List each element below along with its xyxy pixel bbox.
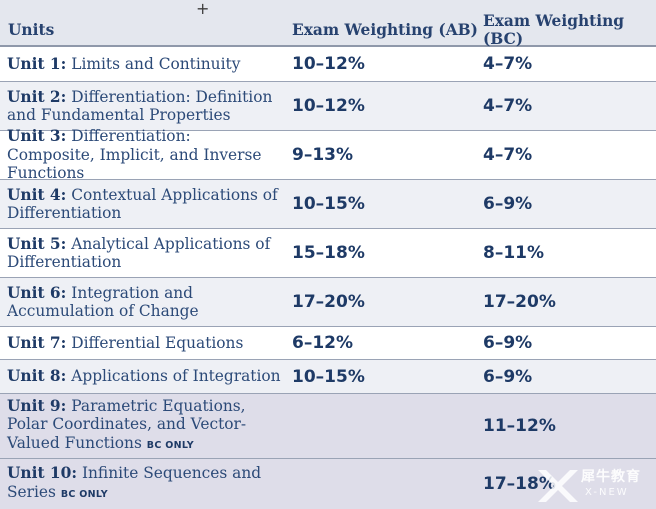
unit-title: Applications of Integration xyxy=(71,367,281,386)
bc-weighting: 11–12% xyxy=(483,416,556,436)
bc-only-tag: BC ONLY xyxy=(60,488,108,500)
unit-cell: Unit 7: Differential Equations xyxy=(7,327,282,359)
bc-weighting: 6–9% xyxy=(483,366,533,387)
table-header: + Units Exam Weighting (AB) Exam Weighti… xyxy=(0,0,656,48)
ab-weighting: 10–12% xyxy=(292,54,365,74)
unit-label: Unit 5: xyxy=(7,234,67,253)
unit-title: Differential Equations xyxy=(71,333,244,352)
bc-weighting: 6–9% xyxy=(483,194,533,214)
bc-only-tag: BC ONLY xyxy=(146,439,194,451)
unit-label: Unit 3: xyxy=(7,127,67,146)
bc-weighting: 17–20% xyxy=(483,292,556,312)
ab-weighting: 9–13% xyxy=(292,145,354,165)
unit-title: Limits and Continuity xyxy=(71,54,241,73)
unit-label: Unit 4: xyxy=(7,185,67,204)
unit-cell: Unit 5: Analytical Applications of Diffe… xyxy=(7,229,282,277)
unit-title: Integration and Accumulation of Change xyxy=(7,283,199,321)
bc-weighting: 4–7% xyxy=(483,96,533,116)
table-row: Unit 7: Differential Equations 6–12% 6–9… xyxy=(0,327,656,360)
header-ab-weighting: Exam Weighting (AB) xyxy=(292,20,478,39)
unit-title: Parametric Equations, Polar Coordinates,… xyxy=(7,396,247,452)
table-row: Unit 9: Parametric Equations, Polar Coor… xyxy=(0,394,656,459)
bc-weighting: 6–9% xyxy=(483,333,533,353)
unit-cell: Unit 8: Applications of Integration xyxy=(7,360,282,393)
unit-title: Differentiation: Definition and Fundamen… xyxy=(7,87,273,125)
ab-weighting: 17–20% xyxy=(292,292,365,312)
unit-cell: Unit 2: Differentiation: Definition and … xyxy=(7,82,282,130)
ab-weighting: 10–15% xyxy=(292,194,365,214)
unit-title: Contextual Applications of Differentiati… xyxy=(7,185,278,223)
xnew-logo-icon xyxy=(538,470,578,502)
table-row: Unit 1: Limits and Continuity 10–12% 4–7… xyxy=(0,47,656,82)
unit-label: Unit 1: xyxy=(7,54,67,73)
plus-cursor-icon: + xyxy=(196,0,210,18)
ab-weighting xyxy=(292,459,472,509)
unit-cell: Unit 10: Infinite Sequences and Series B… xyxy=(7,459,282,509)
bc-weighting: 8–11% xyxy=(483,243,545,263)
header-units: Units xyxy=(8,20,55,39)
bc-weighting: 4–7% xyxy=(483,145,533,165)
header-bc-weighting: Exam Weighting (BC) xyxy=(483,11,625,48)
table-row: Unit 5: Analytical Applications of Diffe… xyxy=(0,229,656,278)
unit-cell: Unit 1: Limits and Continuity xyxy=(7,47,282,81)
unit-title: Differentiation: Composite, Implicit, an… xyxy=(7,127,262,183)
ab-weighting: 15–18% xyxy=(292,243,365,263)
table-row: Unit 8: Applications of Integration 10–1… xyxy=(0,360,656,394)
unit-title: Analytical Applications of Differentiati… xyxy=(7,234,271,272)
ab-weighting: 10–15% xyxy=(292,366,365,387)
unit-label: Unit 8: xyxy=(7,367,67,386)
unit-cell: Unit 6: Integration and Accumulation of … xyxy=(7,278,282,326)
table-row: Unit 4: Contextual Applications of Diffe… xyxy=(0,180,656,229)
watermark-en: X-NEW xyxy=(585,487,629,498)
unit-cell: Unit 4: Contextual Applications of Diffe… xyxy=(7,180,282,228)
unit-cell: Unit 3: Differentiation: Composite, Impl… xyxy=(7,127,282,182)
watermark-cn: 犀牛教育 xyxy=(581,469,641,485)
unit-label: Unit 2: xyxy=(7,87,67,106)
bc-weighting: 4–7% xyxy=(483,54,533,74)
ab-weighting: 10–12% xyxy=(292,96,365,116)
unit-label: Unit 7: xyxy=(7,333,67,352)
bc-weighting: 17–18% xyxy=(483,474,556,494)
table-row: Unit 6: Integration and Accumulation of … xyxy=(0,278,656,327)
ab-weighting: 6–12% xyxy=(292,333,354,353)
unit-cell: Unit 9: Parametric Equations, Polar Coor… xyxy=(7,394,282,458)
ab-weighting xyxy=(292,394,472,458)
unit-title: Infinite Sequences and Series xyxy=(7,464,262,501)
table-row: Unit 3: Differentiation: Composite, Impl… xyxy=(0,127,656,182)
unit-label: Unit 10: xyxy=(7,464,78,482)
table-row: Unit 2: Differentiation: Definition and … xyxy=(0,82,656,131)
unit-label: Unit 6: xyxy=(7,283,67,302)
unit-label: Unit 9: xyxy=(7,396,67,415)
